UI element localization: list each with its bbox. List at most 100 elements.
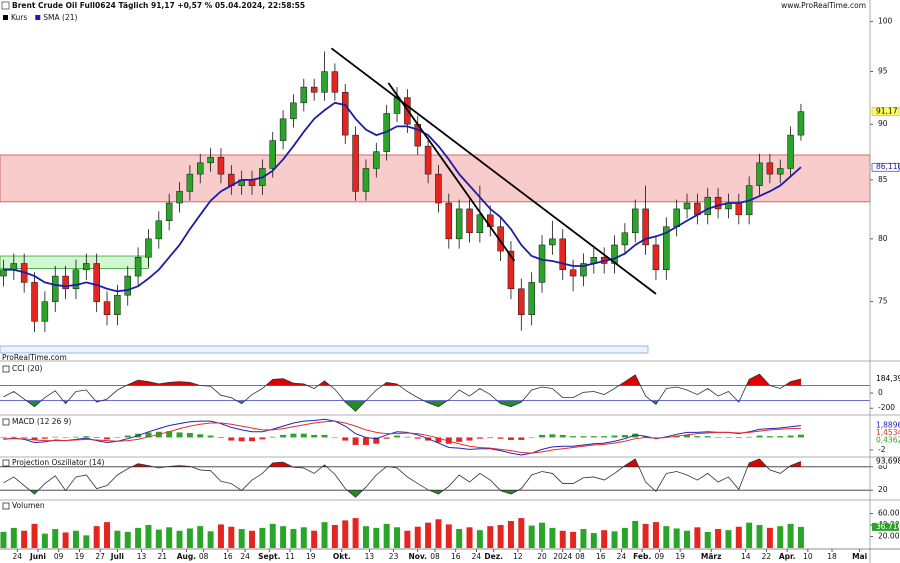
volume-bar (31, 523, 38, 548)
volume-bar (673, 528, 680, 548)
volume-bar (238, 529, 245, 548)
volume-bar (766, 527, 773, 548)
value-tag-box (872, 429, 899, 438)
volume-bar (21, 530, 28, 548)
histogram-bar (611, 435, 618, 438)
candle-body (310, 86, 318, 93)
histogram-bar (373, 437, 380, 444)
candle-body (683, 202, 691, 210)
volume-bar (694, 527, 701, 548)
histogram-bar (539, 434, 546, 438)
candle-body (766, 162, 774, 175)
candle-body (549, 238, 556, 246)
value-tag: 36.716 (876, 522, 900, 531)
histogram-bar (404, 436, 411, 438)
histogram-bar (787, 435, 794, 438)
candle-body (580, 263, 587, 277)
x-tick-label: 09 (54, 552, 64, 561)
histogram-bar (83, 436, 90, 438)
x-tick-label: 13 (137, 552, 147, 561)
histogram-bar (269, 436, 276, 438)
volume-bar (72, 530, 79, 548)
histogram-bar (197, 434, 204, 438)
candle-body (373, 151, 380, 169)
histogram-bar (704, 436, 711, 438)
histogram-bar (684, 434, 691, 438)
legend-swatch (3, 15, 8, 20)
volume-bar (797, 526, 804, 548)
y-tick-label: 85 (878, 175, 888, 184)
histogram-bar (715, 437, 722, 438)
candle-body (331, 71, 339, 93)
histogram-bar (31, 437, 38, 440)
candle-body (103, 301, 111, 315)
x-tick-label: 14 (741, 552, 751, 561)
legend-label: SMA (21) (43, 13, 77, 22)
volume-bar (373, 527, 380, 548)
candle-body (466, 208, 473, 234)
histogram-bar (766, 436, 773, 438)
histogram-bar (466, 437, 473, 441)
volume-bar (487, 526, 494, 548)
histogram-bar (445, 437, 452, 444)
histogram-bar (290, 433, 297, 438)
candle-body (41, 301, 49, 322)
volume-bar (425, 522, 432, 548)
histogram-bar (507, 437, 514, 440)
volume-bar (497, 525, 504, 548)
volume-bar (777, 526, 784, 548)
value-tag: 184,39 (876, 374, 900, 383)
histogram-bar (104, 437, 111, 440)
x-tick-label: 08 (199, 552, 209, 561)
histogram-bar (321, 434, 328, 438)
candle-body (538, 244, 546, 283)
histogram-bar (394, 435, 401, 438)
candle-body (631, 208, 639, 234)
candle-body (424, 145, 432, 175)
y-tick-label: 80 (878, 234, 888, 243)
candle-body (528, 282, 535, 315)
x-tick-label: Mai (852, 552, 867, 561)
candle-body (476, 214, 484, 234)
histogram-bar (352, 437, 359, 445)
volume-bar (528, 525, 535, 548)
volume-bar (394, 527, 401, 548)
y-tick-label: 60.000 (878, 509, 900, 518)
histogram-bar (383, 437, 390, 439)
histogram-bar (756, 435, 763, 438)
histogram-bar (746, 436, 753, 438)
x-tick-label: 11 (285, 552, 295, 561)
histogram-bar (570, 436, 577, 438)
volume-bar (715, 529, 722, 548)
indicator-line (3, 458, 802, 498)
y-tick-label: 20.000 (878, 532, 900, 541)
value-tag-box (872, 421, 899, 430)
volume-bar (362, 526, 369, 548)
volume-bar (580, 529, 587, 548)
candle-body (0, 269, 7, 277)
histogram-bar (476, 437, 483, 439)
candle-body (124, 275, 131, 296)
x-tick-label: 24 (240, 552, 250, 561)
x-tick-label: 08 (430, 552, 440, 561)
volume-bar (539, 522, 546, 548)
x-tick-label: 22 (762, 552, 772, 561)
candle-body (714, 196, 722, 210)
candle-body (62, 275, 69, 290)
x-tick-label: Aug. (177, 552, 197, 561)
candle-body (787, 134, 794, 169)
histogram-bar (735, 437, 742, 439)
histogram-bar (186, 433, 193, 438)
panel-icon (2, 502, 10, 510)
volume-bar (280, 526, 287, 548)
histogram-bar (580, 436, 587, 438)
histogram-bar (518, 437, 525, 440)
volume-bar (684, 530, 691, 548)
panel-icon (2, 418, 10, 426)
histogram-bar (238, 437, 245, 442)
header-icon (1, 1, 10, 10)
x-tick-label: 19 (306, 552, 316, 561)
volume-bar (663, 526, 670, 548)
